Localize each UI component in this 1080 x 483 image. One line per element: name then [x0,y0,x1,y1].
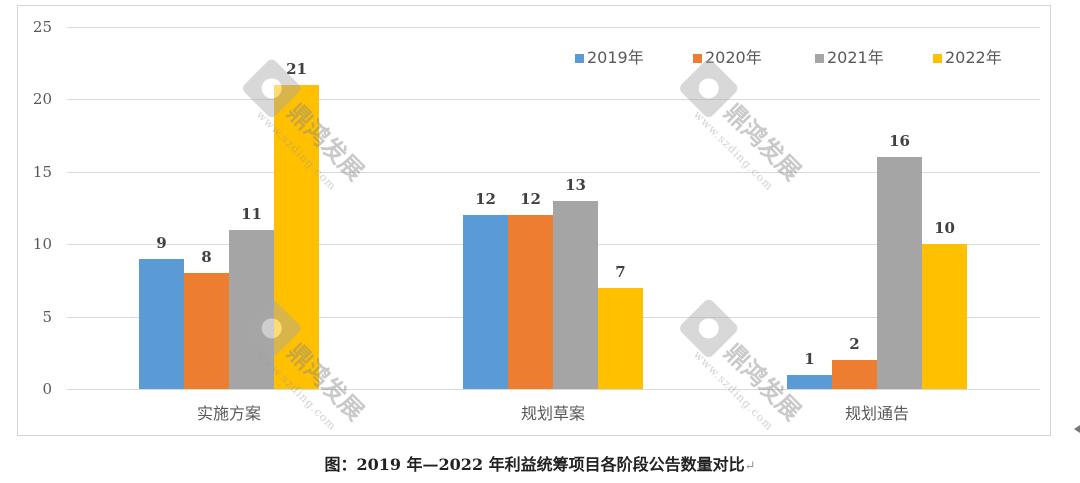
bar-2020年 [184,273,229,389]
y-tick-label: 0 [42,380,52,398]
legend-label: 2022年 [945,48,1002,67]
x-category-label: 实施方案 [196,404,261,423]
legend-item-2021: 2021年 [815,48,933,68]
data-label: 13 [565,176,586,194]
gridline [67,99,1040,100]
bar-2020年 [832,360,877,389]
legend-label: 2020年 [705,48,762,67]
bar-2019年 [463,215,508,389]
data-label: 11 [241,205,262,223]
x-category-label: 规划通告 [844,404,909,423]
data-label: 1 [804,350,815,368]
gridline [67,27,1040,28]
legend-swatch-icon [693,53,702,63]
y-tick-label: 5 [42,308,52,326]
data-label: 12 [475,190,496,208]
data-label: 12 [520,190,541,208]
y-tick-label: 20 [32,90,52,108]
legend-swatch-icon [933,53,942,63]
data-label: 16 [889,132,910,150]
data-label: 21 [286,60,307,78]
bar-2021年 [553,201,598,389]
data-label: 9 [156,234,167,252]
gridline [67,389,1040,390]
bar-2022年 [598,288,643,389]
legend-item-2019: 2019年 [575,48,693,68]
legend-item-2022: 2022年 [933,48,1002,68]
bar-2022年 [922,244,967,389]
gridline [67,172,1040,173]
legend-swatch-icon [815,53,824,63]
y-tick-label: 10 [32,235,52,253]
figure-caption: 图：2019 年—2022 年利益统筹项目各阶段公告数量对比↵ [0,455,1080,477]
data-label: 10 [934,219,955,237]
resize-handle-icon [1074,425,1080,433]
legend-item-2020: 2020年 [693,48,815,68]
legend-label: 2019年 [587,48,644,67]
y-tick-label: 15 [32,163,52,181]
data-label: 7 [615,263,626,281]
data-label: 8 [201,248,212,266]
bar-2021年 [877,157,922,389]
bar-2021年 [229,230,274,389]
bar-2022年 [274,85,319,389]
paragraph-mark-icon: ↵ [744,459,756,474]
data-label: 2 [849,335,860,353]
bar-2020年 [508,215,553,389]
bar-2019年 [139,259,184,389]
x-category-label: 规划草案 [520,404,585,423]
legend-swatch-icon [575,53,584,63]
legend-label: 2021年 [827,48,884,67]
y-tick-label: 25 [32,18,52,36]
bar-2019年 [787,375,832,389]
chart-legend: 2019年 2020年 2021年 2022年 [575,48,1002,68]
caption-text: 图：2019 年—2022 年利益统筹项目各阶段公告数量对比 [324,455,745,474]
